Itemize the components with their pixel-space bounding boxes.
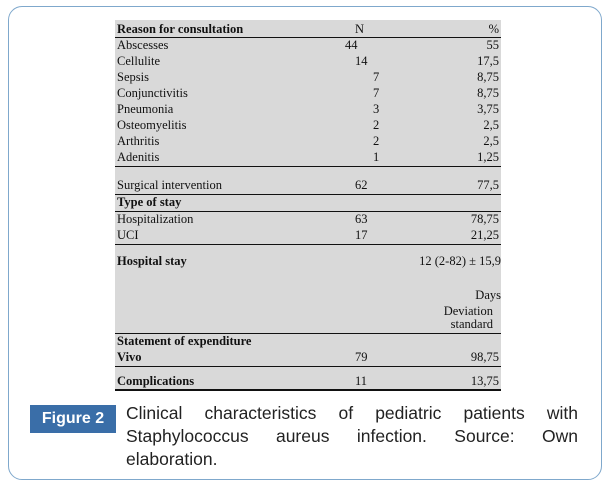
header-reason: Reason for consultation: [117, 22, 244, 36]
table-row: Conjunctivitis 7 8,75: [115, 86, 501, 101]
header-pct: %: [488, 22, 499, 36]
table-header-row: Reason for consultation N %: [115, 22, 501, 37]
table-row: Hospitalization 63 78,75: [115, 212, 501, 227]
row-pct: 13,75: [470, 374, 499, 388]
header-divider: [115, 37, 501, 38]
section-title: Type of stay: [117, 195, 182, 209]
data-table: Reason for consultation N % Abscesses 44…: [115, 20, 501, 391]
section-divider: [115, 366, 501, 367]
row-label: Hospital stay: [117, 254, 187, 268]
section-divider: [115, 166, 501, 167]
header-n: N: [355, 22, 365, 36]
row-label: Complications: [117, 374, 195, 388]
hospital-stay-note-row: standard: [115, 317, 501, 332]
row-label: Pneumonia: [117, 102, 174, 116]
row-pct: 98,75: [470, 350, 499, 364]
row-n: 2: [373, 118, 380, 132]
row-pct: 78,75: [470, 212, 499, 226]
row-pct: 17,5: [477, 54, 499, 68]
figure-badge: Figure 2: [30, 405, 116, 433]
section-divider: [115, 211, 501, 212]
row-n: 62: [355, 178, 368, 192]
row-label: Surgical intervention: [117, 178, 222, 192]
section-divider: [115, 244, 501, 245]
row-pct: 8,75: [477, 86, 499, 100]
row-n: 63: [355, 212, 368, 226]
section-divider: [115, 194, 501, 195]
hospital-stay-note-1: Deviation: [443, 304, 493, 318]
row-pct: 8,75: [477, 70, 499, 84]
row-pct: 77,5: [477, 178, 499, 192]
hospital-stay-note-row: Deviation: [115, 304, 501, 319]
table-row-vivo: Vivo 79 98,75: [115, 350, 501, 365]
table-row: Abscesses 44 55: [115, 38, 501, 53]
row-pct: 2,5: [483, 134, 499, 148]
section-title-expenditure: Statement of expenditure: [115, 334, 501, 349]
row-label: Cellulite: [117, 54, 161, 68]
row-n: 2: [373, 134, 380, 148]
row-n: 44: [345, 38, 358, 52]
row-n: 3: [373, 102, 380, 116]
row-pct: 3,75: [477, 102, 499, 116]
row-n: 1: [373, 150, 380, 164]
table-row-complications: Complications 11 13,75: [115, 374, 501, 389]
table-row: Osteomyelitis 2 2,5: [115, 118, 501, 133]
table-bottom-rule: [115, 389, 501, 391]
row-n: 7: [373, 70, 380, 84]
row-n: 14: [355, 54, 368, 68]
hospital-stay-unit: Days: [475, 288, 501, 302]
table-row: Pneumonia 3 3,75: [115, 102, 501, 117]
table-row: Sepsis 7 8,75: [115, 70, 501, 85]
row-label: Conjunctivitis: [117, 86, 188, 100]
row-n: 17: [355, 228, 368, 242]
row-pct: 21,25: [470, 228, 499, 242]
row-label: UCI: [117, 228, 139, 242]
table-row-surgical: Surgical intervention 62 77,5: [115, 178, 501, 193]
row-label: Arthritis: [117, 134, 160, 148]
table-row-hospital-stay: Hospital stay 12 (2-82) ± 15,9: [115, 254, 501, 269]
row-pct: 1,25: [477, 150, 499, 164]
hospital-stay-value: 12 (2-82) ± 15,9: [419, 254, 501, 268]
row-label: Osteomyelitis: [117, 118, 187, 132]
row-pct: 2,5: [483, 118, 499, 132]
table-row: Adenitis 1 1,25: [115, 150, 501, 165]
caption-text: Clinical characteristics of pediatric pa…: [126, 403, 578, 469]
row-pct: 55: [486, 38, 500, 52]
row-n: 7: [373, 86, 380, 100]
row-label: Vivo: [117, 350, 142, 364]
row-label: Hospitalization: [117, 212, 194, 226]
hospital-stay-note-2: standard: [450, 317, 493, 331]
row-label: Adenitis: [117, 150, 160, 164]
hospital-stay-unit-row: Days: [115, 288, 501, 303]
table-row: Cellulite 14 17,5: [115, 54, 501, 69]
row-label: Sepsis: [117, 70, 149, 84]
table-row: UCI 17 21,25: [115, 228, 501, 243]
row-n: 79: [355, 350, 368, 364]
row-label: Abscesses: [117, 38, 169, 52]
section-title: Statement of expenditure: [117, 334, 252, 348]
row-n: 11: [355, 374, 368, 388]
section-divider: [115, 333, 501, 334]
table-row: Arthritis 2 2,5: [115, 134, 501, 149]
section-title-type-of-stay: Type of stay: [115, 195, 501, 210]
